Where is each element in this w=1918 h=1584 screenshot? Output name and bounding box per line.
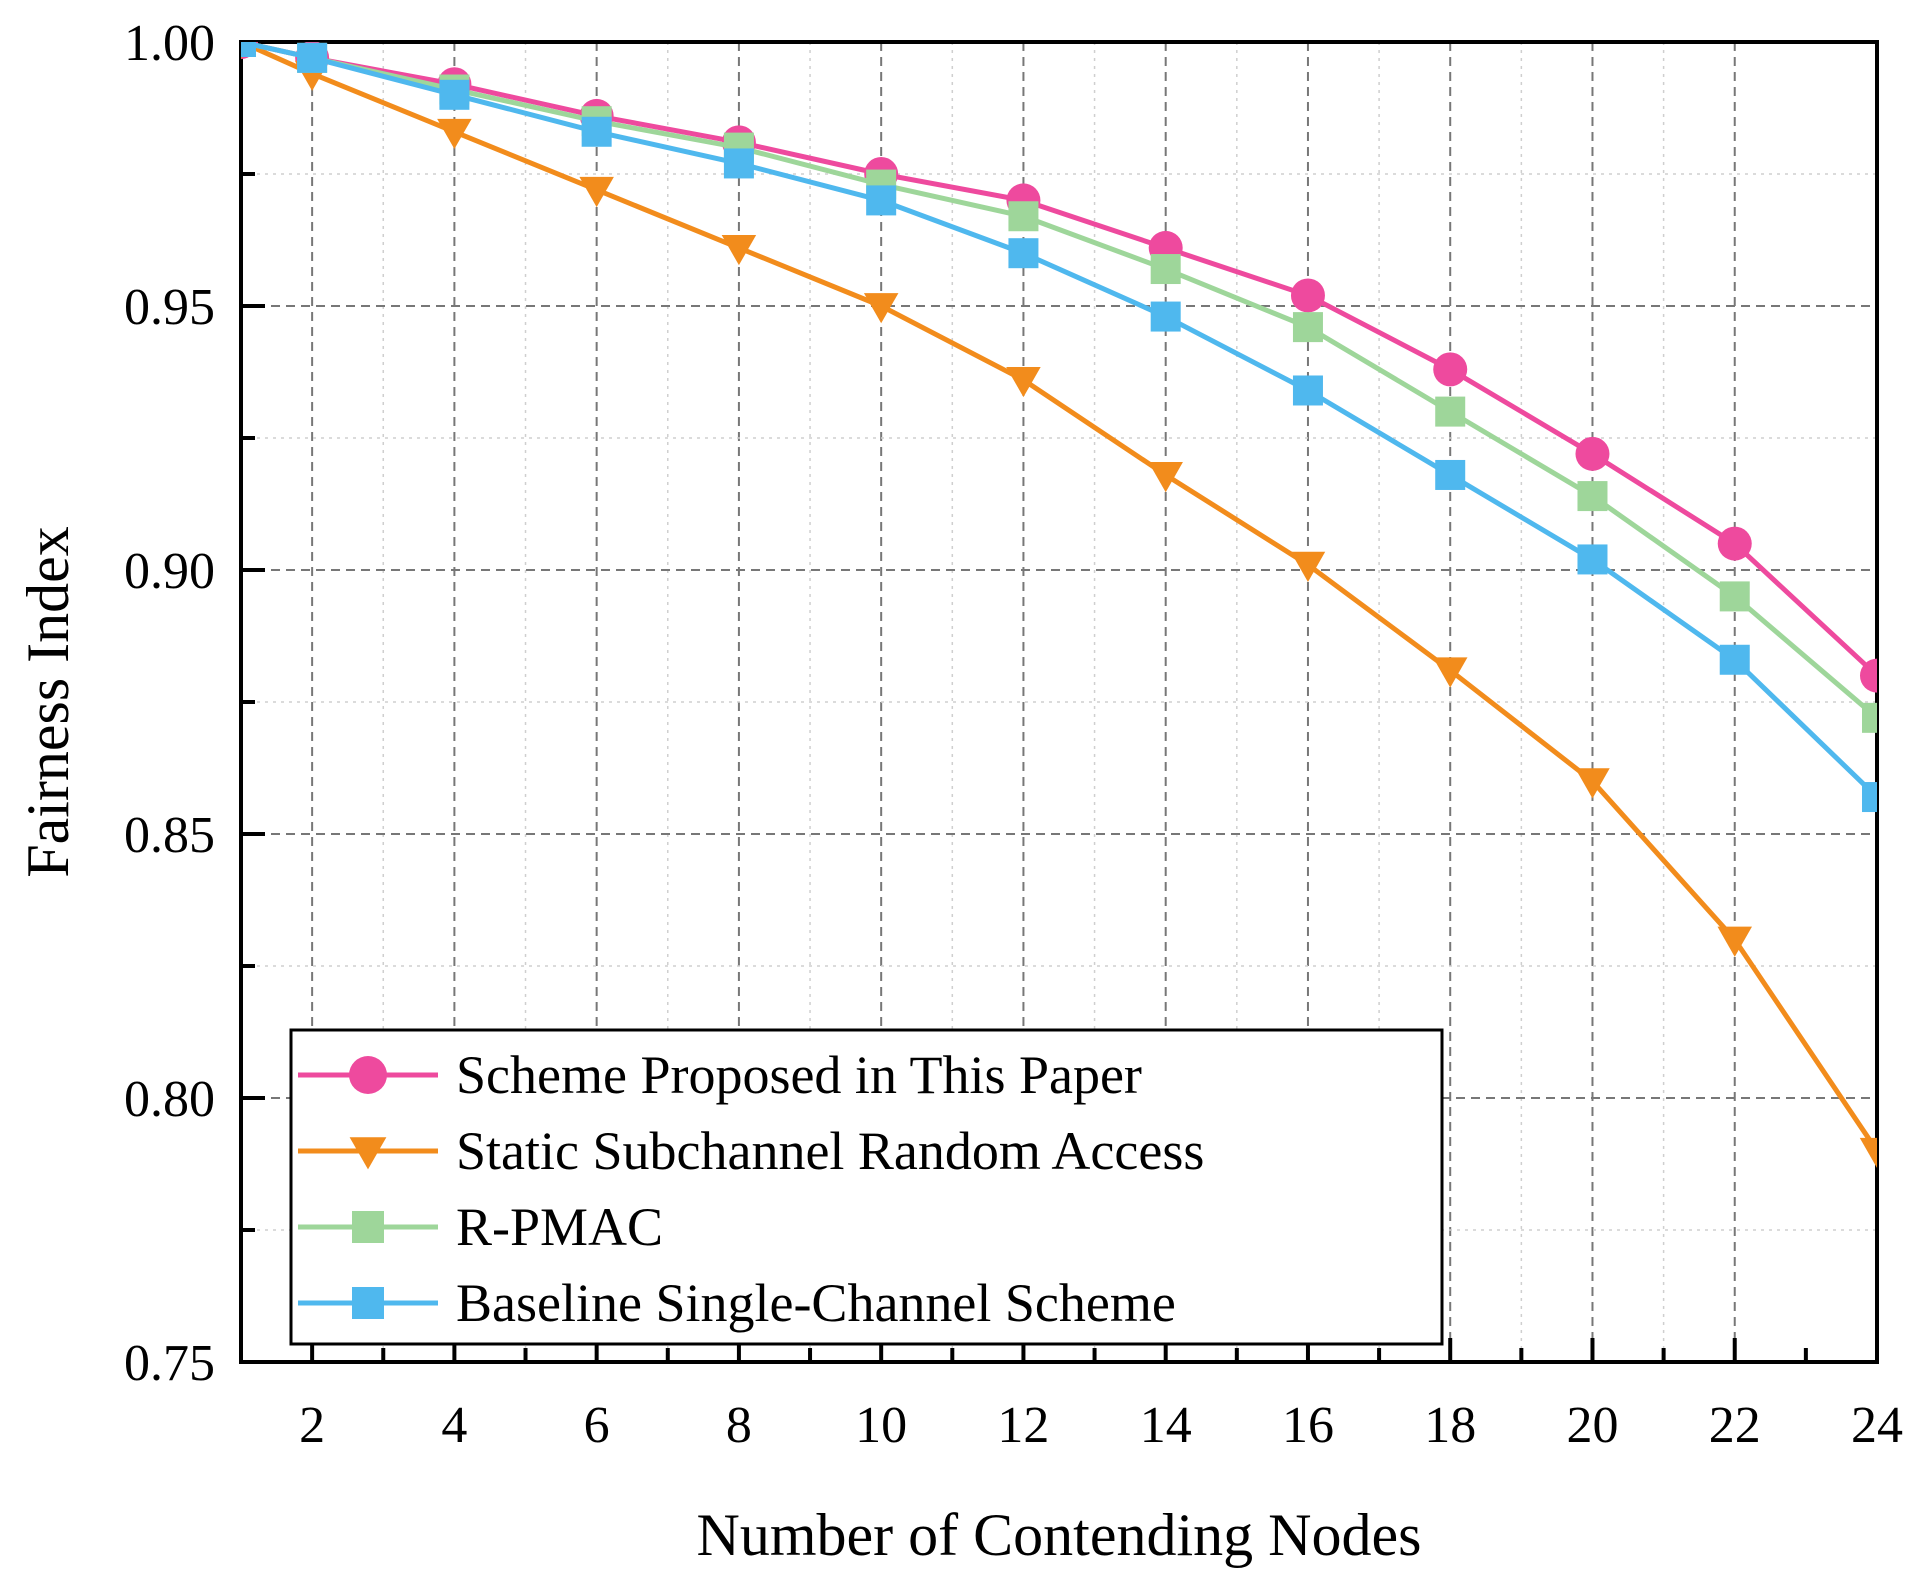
data-point [1717, 926, 1752, 957]
data-point [1862, 702, 1877, 733]
data-point [866, 185, 897, 216]
x-tick-label: 8 [726, 1397, 752, 1454]
data-point [1290, 551, 1326, 582]
data-point [1717, 526, 1752, 561]
legend-item-3: R-PMAC [298, 1197, 663, 1257]
y-tick-label: 0.85 [124, 807, 215, 864]
x-tick-label: 22 [1709, 1397, 1761, 1454]
data-point [1577, 544, 1608, 575]
data-point [1292, 312, 1323, 343]
x-tick-label: 14 [1140, 1397, 1192, 1454]
data-point [1575, 436, 1610, 471]
data-point [1150, 254, 1181, 285]
x-tick-label: 6 [584, 1397, 610, 1454]
data-point [1435, 459, 1466, 490]
data-point [1859, 1137, 1877, 1169]
data-point [1150, 301, 1181, 332]
legend-box [289, 1028, 1444, 1346]
data-point [1433, 352, 1468, 387]
data-point [439, 79, 470, 110]
y-tick-label: 0.90 [124, 543, 215, 600]
data-point [1432, 657, 1468, 688]
legend-item-2: Static Subchannel Random Access [298, 1121, 1204, 1181]
legend-swatch-marker [349, 1056, 387, 1094]
x-axis-title: Number of Contending Nodes [697, 1502, 1422, 1568]
data-point [1862, 782, 1877, 813]
legend-label: Scheme Proposed in This Paper [456, 1045, 1142, 1105]
data-point [1577, 481, 1608, 512]
x-tick-label: 4 [441, 1397, 467, 1454]
data-point [721, 234, 757, 266]
data-point [1860, 658, 1877, 693]
y-tick-label: 0.95 [124, 279, 215, 336]
legend-label: Baseline Single-Channel Scheme [456, 1273, 1176, 1333]
series-3 [241, 42, 1877, 733]
data-point [1008, 201, 1039, 232]
data-point [437, 118, 472, 150]
data-point [1292, 375, 1323, 406]
data-point [1435, 396, 1466, 427]
series-lines [241, 42, 1877, 1169]
legend-swatch-marker [352, 1211, 384, 1243]
series-4 [241, 42, 1877, 813]
data-point [241, 42, 256, 57]
x-tick-label: 12 [997, 1397, 1049, 1454]
x-tick-label: 16 [1282, 1397, 1334, 1454]
series-line [241, 42, 1877, 678]
data-point [1290, 278, 1325, 313]
series-line [241, 42, 1877, 799]
x-tick-label: 10 [855, 1397, 907, 1454]
legend-item-4: Baseline Single-Channel Scheme [298, 1273, 1176, 1333]
x-tick-label: 18 [1424, 1397, 1476, 1454]
data-point [1006, 366, 1041, 398]
series-line [241, 42, 1877, 1153]
x-tick-label: 20 [1566, 1397, 1618, 1454]
legend-swatch-marker [352, 1287, 384, 1319]
legend-item-1: Scheme Proposed in This Paper [298, 1045, 1142, 1105]
y-axis-title: Fairness Index [15, 526, 81, 878]
data-point [1008, 238, 1039, 269]
x-tick-label: 2 [299, 1397, 325, 1454]
y-tick-label: 0.80 [124, 1071, 215, 1128]
data-point [579, 176, 614, 208]
legend-swatch-marker [349, 1137, 387, 1170]
legend-label: R-PMAC [456, 1197, 663, 1257]
y-axis-tick-labels: 0.75 0.80 0.85 0.90 0.95 1.00 [124, 15, 215, 1392]
series-2 [241, 42, 1877, 1169]
data-point [723, 148, 754, 179]
x-axis-tick-labels: 2 4 6 8 10 12 14 16 18 20 22 24 [299, 1397, 1903, 1454]
data-point [1575, 768, 1610, 799]
data-point [1719, 581, 1750, 612]
legend-label: Static Subchannel Random Access [456, 1121, 1204, 1181]
data-point [581, 116, 612, 147]
data-point [297, 42, 328, 73]
y-tick-label: 1.00 [124, 15, 215, 72]
x-tick-label: 24 [1851, 1397, 1903, 1454]
data-point [1148, 462, 1183, 493]
data-point [1719, 644, 1750, 675]
legend: Scheme Proposed in This Paper Static Subc… [289, 1028, 1444, 1346]
y-tick-label: 0.75 [124, 1335, 215, 1392]
data-point [863, 293, 899, 324]
